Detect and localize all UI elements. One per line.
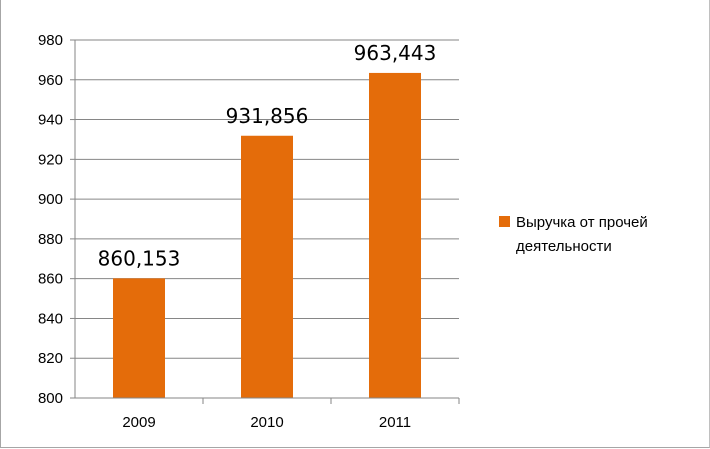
y-tick-label: 860 [38,271,63,288]
legend-label-line-2: деятельности [516,238,612,255]
y-tick-label: 820 [38,350,63,367]
data-labels: 860,153 931,856 963,443 [98,41,437,270]
y-tick-label: 880 [38,231,63,248]
y-tick-label: 800 [38,390,63,407]
x-tick-label: 2010 [250,414,283,431]
axes [74,40,459,399]
data-label: 963,443 [354,41,437,65]
bars [113,72,460,404]
x-tick-label: 2009 [122,414,155,431]
data-label: 860,153 [98,246,181,270]
bar-2010 [241,135,293,399]
y-tick-label: 980 [38,32,63,49]
y-tick-label: 840 [38,310,63,327]
x-tick-label: 2011 [379,414,411,431]
y-tick-label: 900 [38,191,63,208]
y-tick-label: 940 [38,112,63,129]
bar-2009 [113,278,165,398]
bar-2011 [369,72,421,399]
y-tick-label: 960 [38,72,63,89]
y-tick-label: 920 [38,151,63,168]
y-tick-labels: 800 820 840 860 880 900 920 940 960 980 [38,32,63,407]
data-label: 931,856 [226,104,309,128]
legend-swatch [499,216,510,227]
legend-label-line-1: Выручка от прочей [516,214,648,231]
legend: Выручка от прочей деятельности [499,214,648,255]
x-tick-labels: 2009 2010 2011 [122,414,411,431]
